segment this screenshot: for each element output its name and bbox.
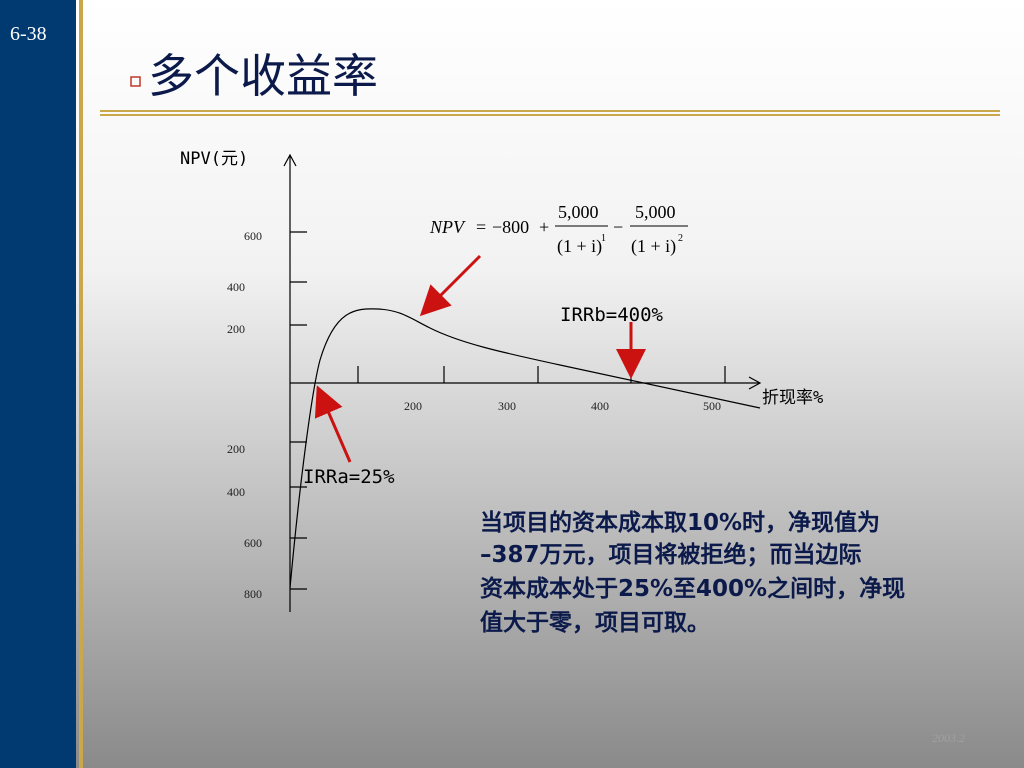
irr-a-label: IRRa=25% — [303, 466, 395, 488]
slide-number: 6-38 — [10, 23, 47, 45]
title: 多个收益率 — [148, 51, 378, 102]
formula-num2: 5,000 — [635, 202, 676, 222]
note-line: 值大于零，项目可取。 — [480, 609, 710, 636]
formula: NPV = −800 + 5,000 (1 + i) 1 − 5,000 (1 … — [429, 202, 688, 257]
x-axis-label: 折现率% — [762, 388, 823, 408]
y-tick-label: 400 — [227, 280, 245, 294]
x-tick-label: 500 — [703, 399, 721, 413]
formula-lhs: NPV — [429, 217, 466, 237]
formula-eq: = — [476, 217, 486, 237]
y-tick-label: 200 — [227, 442, 245, 456]
formula-exp1: 1 — [601, 233, 606, 244]
formula-minus: − — [613, 217, 623, 237]
formula-num1: 5,000 — [558, 202, 599, 222]
side-line — [79, 0, 83, 768]
note-line: –387万元，项目将被拒绝；而当边际 — [480, 541, 862, 568]
axes — [283, 153, 762, 612]
arrows — [314, 254, 646, 463]
footer: 2003.2 — [932, 731, 965, 745]
note-line: 当项目的资本成本取10%时，净现值为 — [480, 509, 880, 536]
formula-den2: (1 + i) — [631, 236, 676, 257]
x-tick-label: 300 — [498, 399, 516, 413]
formula-den1: (1 + i) — [557, 236, 602, 257]
y-tick-label: 600 — [244, 229, 262, 243]
bullet — [130, 76, 141, 87]
note-line: 资本成本处于25%至400%之间时，净现 — [480, 575, 905, 602]
irr-b-label: IRRb=400% — [560, 304, 664, 326]
y-tick-label: 600 — [244, 536, 262, 550]
y-tick-label: 200 — [227, 322, 245, 336]
formula-plus: + — [539, 217, 549, 237]
formula-exp2: 2 — [678, 233, 683, 244]
side-bar — [0, 0, 76, 768]
x-tick-label: 200 — [404, 399, 422, 413]
y-tick-label: 800 — [244, 587, 262, 601]
y-tick-label: 400 — [227, 485, 245, 499]
npv-curve — [289, 308, 761, 589]
x-tick-label: 400 — [591, 399, 609, 413]
note: 当项目的资本成本取10%时，净现值为 –387万元，项目将被拒绝；而当边际 资本… — [480, 509, 905, 636]
y-axis-label: NPV(元) — [180, 149, 248, 169]
formula-constant: −800 — [492, 217, 529, 237]
